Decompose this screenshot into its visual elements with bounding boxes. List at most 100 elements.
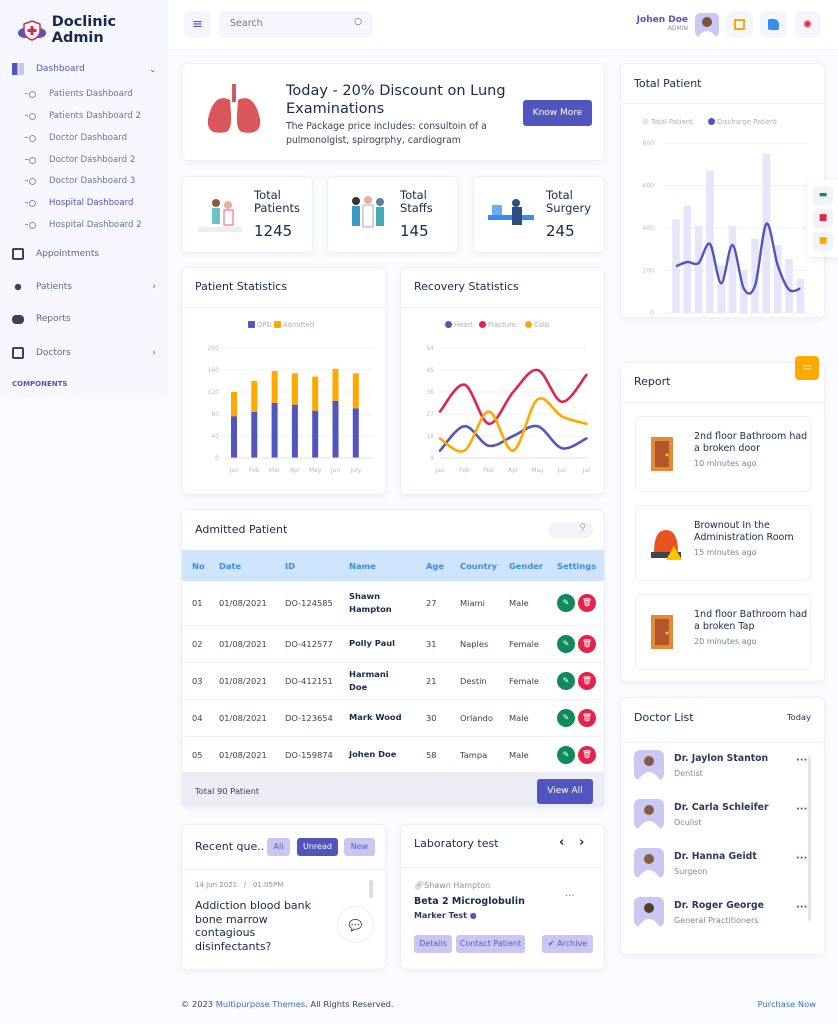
scrollbar[interactable]	[369, 880, 373, 898]
x-tick-label: Jun	[330, 467, 341, 474]
column-header[interactable]: Date	[219, 550, 285, 581]
doctor-specialty: Oculist	[674, 818, 702, 827]
delete-button[interactable]: 🗑︎	[578, 634, 596, 653]
lab-patient: Shawn Hampton	[424, 881, 491, 890]
more-icon[interactable]: ···	[565, 891, 575, 902]
sidebar-item-doctors[interactable]: Doctors ›	[12, 347, 156, 359]
know-more-button[interactable]: Know More	[523, 100, 592, 126]
purchase-now-link[interactable]: Purchase Now	[757, 999, 816, 1009]
scrollbar[interactable]	[808, 756, 811, 921]
staff-illustration	[352, 196, 384, 228]
prev-arrow-icon[interactable]: ‹	[559, 835, 565, 850]
column-header[interactable]: No	[182, 550, 219, 581]
table-row[interactable]: 03 01/08/2021 DO-412151 Harmani Doe 21 Destin…	[182, 662, 604, 700]
more-icon[interactable]: ···	[796, 902, 808, 913]
chat-button[interactable]: 💬	[337, 906, 374, 943]
report-item[interactable]: Brownout In the Administration Room 15 m…	[635, 505, 811, 581]
sidebar-sub-patients-dashboard[interactable]: Patients Dashboard	[25, 89, 133, 99]
table-search[interactable]: ⚲	[548, 522, 593, 538]
tab-unread[interactable]: Unread	[297, 838, 338, 856]
delete-button[interactable]: 🗑︎	[578, 671, 596, 690]
table-row[interactable]: 02 01/08/2021 DO-412577 Polly Paul 31 Naples F…	[182, 625, 604, 663]
sidebar-sub-doctor-dashboard-3[interactable]: Doctor Dashboard 3	[25, 176, 135, 186]
column-header[interactable]: ID	[285, 550, 349, 581]
archive-button[interactable]: ✔ Archive	[542, 935, 593, 953]
question-text[interactable]: Addiction blood bank bone marrow contagi…	[195, 899, 312, 953]
table-row[interactable]: 01 01/08/2021 DO-124585 Shawn Hampton 27 Miam…	[182, 581, 604, 626]
more-icon[interactable]: ···	[796, 853, 808, 864]
edit-button[interactable]: ✎	[557, 671, 575, 690]
column-header[interactable]: Settings	[557, 550, 604, 581]
sidebar-sub-hospital-dashboard[interactable]: Hospital Dashboard	[25, 198, 134, 208]
patients-icon	[12, 281, 24, 293]
contact-patient-button[interactable]: Contact Patient	[456, 935, 525, 953]
sidebar-sub-hospital-dashboard-2[interactable]: Hospital Dashboard 2	[25, 220, 142, 230]
chat-float-button[interactable]: ▭	[795, 356, 819, 380]
tab-new[interactable]: New	[344, 838, 375, 856]
column-header[interactable]: Age	[426, 550, 460, 581]
delete-button[interactable]: 🗑︎	[578, 745, 596, 764]
notifications-button[interactable]	[760, 11, 787, 38]
more-icon[interactable]: ···	[796, 804, 808, 815]
column-header[interactable]: Country	[460, 550, 509, 581]
sidebar-sub-doctor-dashboard-2[interactable]: Doctor Dashboard 2	[25, 155, 135, 165]
sidebar-item-dashboard[interactable]: Dashboard ⌄	[12, 63, 156, 75]
edit-button[interactable]: ✎	[557, 593, 575, 612]
view-all-button[interactable]: View All	[537, 779, 593, 804]
user-avatar[interactable]	[695, 13, 719, 37]
patient-statistics-chart: 0 40 80 120 160 200 OPD Admitted Jan Feb Mar Apr May…	[208, 321, 373, 474]
question-time: 01:05PM	[252, 881, 284, 889]
sidebar-item-patients[interactable]: Patients ›	[12, 281, 156, 293]
sidebar-item-reports[interactable]: Reports	[12, 314, 71, 324]
legend-label: OPD	[257, 321, 272, 329]
edit-button[interactable]: ✎	[557, 708, 575, 727]
report-item[interactable]: 2nd floor Bathroom had a broken door 10 …	[635, 416, 811, 492]
more-icon[interactable]: ···	[796, 755, 808, 766]
tab-all[interactable]: All	[267, 838, 290, 856]
bar-total-patient	[751, 238, 759, 313]
y-tick-label: 200	[208, 345, 220, 352]
hamburger-icon: ≡	[192, 17, 203, 32]
table-row[interactable]: 05 01/08/2021 DO-159874 Johen Doe 58 Tampa Mal…	[182, 736, 604, 774]
fullscreen-button[interactable]	[726, 11, 753, 38]
delete-button[interactable]: 🗑︎	[578, 708, 596, 727]
next-arrow-icon[interactable]: ›	[579, 835, 585, 850]
edit-button[interactable]: ✎	[557, 745, 575, 764]
cards-icon[interactable]: ■	[813, 232, 833, 251]
sidebar-sub-patients-dashboard-2[interactable]: Patients Dashboard 2	[25, 111, 141, 121]
footer-link[interactable]: Multipurpose Themes	[215, 999, 306, 1009]
column-header[interactable]: Gender	[509, 550, 557, 581]
menu-toggle-button[interactable]: ≡	[184, 11, 211, 38]
settings-button[interactable]: ✺	[794, 11, 821, 38]
y-tick-label: 0	[215, 455, 219, 462]
stat-value: 145	[400, 222, 429, 240]
sidebar-sub-doctor-dashboard[interactable]: Doctor Dashboard	[25, 133, 127, 143]
cell-country: Naples	[460, 625, 509, 663]
doctor-list-item[interactable]: Dr. Jaylon Stanton Dentist ···	[634, 750, 814, 790]
bar-opd	[231, 416, 237, 458]
column-header[interactable]: Name	[349, 550, 426, 581]
sidebar-item-appointments[interactable]: Appointments	[12, 248, 99, 260]
user-name: Johen Doe	[636, 15, 688, 25]
doctor-list-item[interactable]: Dr. Carla Schleifer Oculist ···	[634, 799, 814, 839]
logo[interactable]: Doclinic Admin	[17, 14, 168, 46]
report-item[interactable]: 1nd floor Bathroom had a broken Tap 20 m…	[635, 594, 811, 670]
y-tick-label: 400	[643, 225, 655, 232]
table-row[interactable]: 04 01/08/2021 DO-123654 Mark Wood 30 Orlando M…	[182, 699, 604, 737]
label: Hospital Dashboard	[49, 198, 134, 208]
search-input[interactable]	[230, 18, 340, 29]
laboratory-test-card: Laboratory test ‹ › 🔗︎Shawn Hampton Beta…	[400, 824, 605, 970]
today-filter[interactable]: Today	[787, 712, 811, 722]
money-icon[interactable]: ▬	[813, 186, 833, 205]
details-button[interactable]: Details	[414, 935, 452, 953]
search-box[interactable]: ○	[218, 11, 373, 38]
app-title: Doclinic Admin	[51, 14, 117, 46]
doctor-list-item[interactable]: Dr. Hanna Geidt Surgeon ···	[634, 848, 814, 888]
delete-button[interactable]: 🗑︎	[578, 593, 596, 612]
image-icon[interactable]: ■	[813, 209, 833, 228]
edit-button[interactable]: ✎	[557, 634, 575, 653]
cell-country: Miami	[460, 581, 509, 626]
y-tick-label: 800	[643, 140, 655, 147]
promo-banner: Today - 20% Discount on Lung Examination…	[181, 63, 605, 161]
doctor-list-item[interactable]: Dr. Roger George General Practitioners ···	[634, 897, 814, 937]
